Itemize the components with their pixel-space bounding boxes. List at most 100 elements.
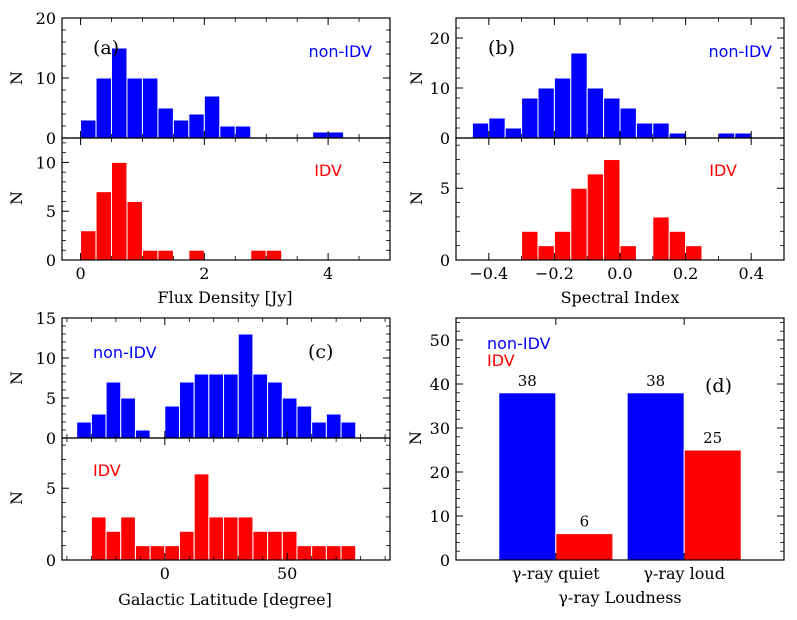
panel-c-non-idv-bar: [267, 381, 283, 439]
panel-b-idv-axes: 0 5 −0.4 −0.2 0.0 0.2 0.4: [440, 137, 785, 283]
panel-a-non-idv-ytick-label: 0: [46, 129, 56, 148]
panel-d-bar-idv: [555, 533, 614, 561]
panel-d-label: (d): [705, 375, 732, 397]
panel-a-non-idv-bar: [203, 95, 221, 139]
panel-d-category-label: γ-ray quiet: [512, 564, 600, 583]
panel-b-idv-xtick-label: −0.4: [469, 264, 508, 283]
panel-b-non-idv-bar: [603, 97, 621, 139]
panel-b-legend-non-idv: non-IDV: [708, 42, 772, 61]
panel-d-ytick-label: 40: [430, 375, 450, 394]
panel-c-idv-frame: [61, 437, 391, 561]
panel-b-idv-bar: [537, 245, 555, 261]
panel-d-ytick-label: 30: [430, 419, 450, 438]
panel-a-idv-bar: [95, 191, 113, 261]
panel-d-ytick-label: 0: [440, 551, 450, 570]
panel-d-axes: 38 38 6 25 0 10 20 30 40 50 γ-ray quiet γ-ray loud: [430, 317, 785, 583]
panel-d-bar-non-idv: [498, 392, 557, 561]
panel-a-non-idv-ytick-label: 10: [36, 69, 56, 88]
panel-a-idv-bar: [141, 249, 159, 261]
panel-c-xlabel: Galactic Latitude [degree]: [118, 590, 332, 609]
panel-b-non-idv-bar: [652, 122, 670, 139]
panel-d-ytick-label: 10: [430, 507, 450, 526]
panel-c-idv-ytick-label: 5: [46, 479, 56, 498]
panel-c-idv-bar: [311, 545, 327, 561]
panel-b-non-idv-bar: [504, 127, 523, 139]
panel-b-idv-ylabel: N: [407, 191, 426, 205]
panel-a-idv-bar: [250, 249, 267, 261]
panel-b-idv-xtick-label: 0.0: [607, 264, 632, 283]
panel-b-idv-bar: [619, 245, 637, 261]
panel-a-non-idv-bar: [111, 47, 128, 139]
panel-d-data-label: 25: [703, 429, 722, 447]
panel-c-idv-bar: [296, 545, 313, 561]
panel-c-non-idv-ytick-label: 0: [46, 429, 56, 448]
panel-d-ylabel: N: [406, 431, 425, 445]
panel-b-non-idv-ytick-label: 0: [440, 129, 450, 148]
panel-d-legend-non-idv: non-IDV: [487, 334, 551, 353]
panel-c-non-idv-ytick-label: 5: [46, 389, 56, 408]
panel-c-idv-ylabel: N: [7, 491, 26, 505]
panel-c-idv-bar: [223, 516, 239, 561]
panel-a-flux-density: 0 10 20 0 5 10 0 2 4 (a) non-IDV IDV Flux Densi…: [7, 9, 391, 307]
panel-a-non-idv-ylabel: N: [7, 71, 26, 85]
panel-c-non-idv-bar: [193, 373, 210, 439]
panel-c-idv-bar: [149, 545, 166, 561]
panel-a-non-idv-bar: [219, 125, 236, 139]
panel-b-non-idv-ylabel: N: [407, 71, 426, 85]
panel-c-legend-idv: IDV: [93, 461, 121, 480]
panel-a-non-idv-bar: [188, 113, 205, 139]
panel-d-data-label: 38: [646, 372, 665, 390]
panel-c-idv-bar: [105, 530, 122, 561]
panel-b-idv-bar: [570, 187, 588, 261]
panel-c-non-idv-bar: [223, 373, 239, 439]
panel-a-idv-xtick-label: 2: [199, 264, 209, 283]
panel-b-spectral-index: 0 10 20 0 5 −0.4 −0.2 0.0 0.2 0.4 (b) non-IDV ID…: [407, 17, 785, 307]
panel-b-legend-idv: IDV: [709, 161, 737, 180]
panel-b-non-idv-bar: [488, 117, 506, 139]
panel-d-xlabel: γ-ray Loudness: [558, 588, 681, 607]
panel-b-non-idv-bar: [635, 122, 654, 139]
panel-b-idv-ytick-label: 5: [440, 179, 450, 198]
panel-c-idv-bar: [164, 545, 180, 561]
panel-d-bar-idv: [683, 449, 742, 561]
panel-a-idv-bar: [126, 200, 143, 261]
panel-b-non-idv-bar: [537, 87, 555, 139]
panel-c-idv-bar: [340, 545, 357, 561]
panel-c-non-idv-bar: [208, 373, 225, 439]
panel-a-non-idv-bar: [234, 125, 252, 139]
panel-b-idv-xtick-label: 0.4: [738, 264, 763, 283]
panel-d-data-label: 38: [518, 372, 537, 390]
panel-b-non-idv-bar: [521, 97, 539, 139]
panel-a-idv-ytick-label: 5: [46, 202, 56, 221]
panel-a-idv-bar: [188, 249, 205, 261]
panel-a-non-idv-bar: [141, 77, 159, 139]
panel-c-non-idv-ylabel: N: [7, 371, 26, 385]
panel-d-legend-idv: IDV: [487, 351, 515, 370]
panel-c-non-idv-bar: [164, 405, 180, 439]
panel-a-non-idv-bar: [312, 131, 329, 139]
panel-a-idv-axes: 0 5 10 0 2 4: [36, 137, 391, 283]
panel-b-non-idv-bar: [734, 132, 752, 139]
panel-c-idv-bar: [120, 516, 136, 561]
panel-c-idv-xtick-label: 50: [277, 564, 297, 583]
panel-a-idv-bar: [111, 161, 128, 261]
panel-c-non-idv-bar: [90, 413, 107, 439]
panel-c-idv-bar: [281, 530, 298, 561]
panel-a-idv-bar: [80, 230, 97, 261]
panel-c-label: (c): [308, 341, 333, 363]
panel-b-xlabel: Spectral Index: [561, 288, 680, 307]
panel-a-non-idv-bar: [80, 119, 97, 139]
panel-a-idv-ytick-label: 0: [46, 251, 56, 270]
panel-a-non-idv-bar: [327, 131, 345, 139]
panel-c-non-idv-bar: [178, 381, 195, 439]
panel-b-non-idv-bar: [586, 87, 605, 139]
panel-c-idv-xtick-label: 0: [160, 564, 170, 583]
panel-a-legend-idv: IDV: [314, 161, 342, 180]
panel-c-idv-bar: [267, 530, 283, 561]
panel-b-idv-ytick-label: 0: [440, 251, 450, 270]
panel-b-non-idv-bar: [619, 107, 637, 139]
panel-d-frame: [455, 317, 785, 561]
panel-a-non-idv-axes: 0 10 20: [36, 9, 391, 148]
panel-a-idv-xtick-label: 0: [75, 264, 85, 283]
